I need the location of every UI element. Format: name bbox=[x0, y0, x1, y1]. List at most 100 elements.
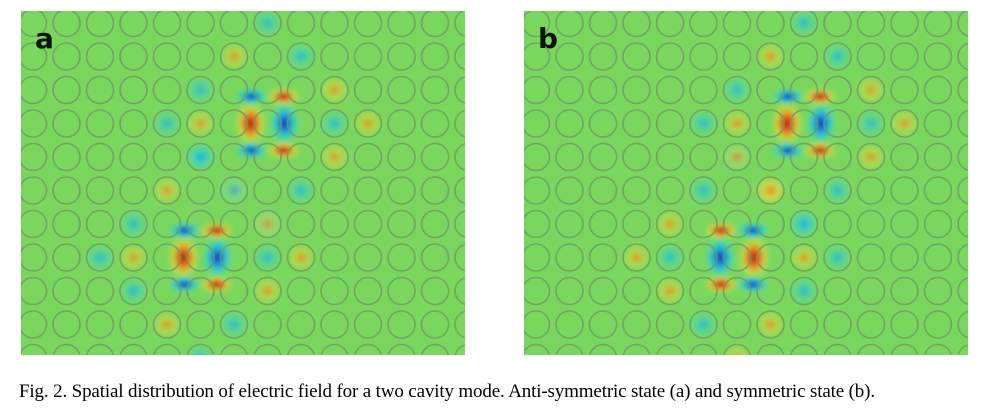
lattice-hole bbox=[524, 276, 551, 306]
lattice-hole bbox=[856, 142, 886, 172]
lattice-hole bbox=[622, 276, 651, 306]
lattice-hole bbox=[588, 11, 618, 38]
lattice-hole bbox=[286, 310, 316, 339]
lattice-hole bbox=[524, 243, 551, 272]
lattice-hole bbox=[856, 276, 886, 306]
lattice-hole bbox=[689, 142, 718, 172]
lattice-hole bbox=[320, 142, 349, 172]
lattice-hole bbox=[588, 142, 618, 172]
lattice-hole bbox=[923, 42, 953, 71]
lattice-hole bbox=[320, 109, 349, 138]
lattice-hole bbox=[253, 343, 282, 355]
lattice-hole bbox=[152, 142, 182, 172]
lattice-hole bbox=[789, 209, 819, 239]
lattice-hole bbox=[890, 209, 919, 239]
lattice-hole bbox=[655, 276, 685, 306]
lattice-hole bbox=[656, 343, 684, 355]
lattice-hole bbox=[421, 343, 449, 355]
field-lobe bbox=[268, 101, 301, 146]
lattice-hole bbox=[722, 142, 752, 172]
field-map-a bbox=[21, 11, 465, 355]
lattice-hole bbox=[689, 243, 718, 272]
lattice-hole bbox=[186, 209, 215, 239]
field-lobe bbox=[789, 11, 819, 37]
photonic-crystal-lattice bbox=[524, 11, 968, 355]
lattice-hole bbox=[622, 176, 651, 205]
lattice-hole bbox=[21, 209, 48, 239]
lattice-hole bbox=[420, 310, 450, 339]
field-lobe bbox=[319, 109, 350, 138]
lattice-hole bbox=[286, 243, 316, 272]
lattice-hole bbox=[555, 142, 584, 172]
lattice-hole bbox=[387, 243, 416, 272]
lattice-hole bbox=[524, 42, 551, 71]
lattice-hole bbox=[890, 75, 919, 105]
lattice-hole bbox=[186, 310, 215, 339]
field-lobe bbox=[286, 176, 316, 205]
lattice-hole bbox=[219, 176, 249, 205]
lattice-hole bbox=[119, 209, 148, 239]
lattice-hole bbox=[152, 310, 182, 339]
lattice-hole bbox=[420, 276, 450, 306]
lattice-hole bbox=[756, 343, 785, 355]
lattice-hole bbox=[823, 209, 852, 239]
lattice-hole bbox=[52, 42, 81, 71]
lattice-hole bbox=[253, 42, 282, 71]
lattice-hole bbox=[756, 109, 785, 138]
field-lobe bbox=[286, 42, 316, 71]
lattice-hole bbox=[21, 343, 47, 355]
lattice-hole bbox=[219, 209, 249, 239]
lattice-hole bbox=[622, 142, 651, 172]
field-lobe bbox=[755, 42, 786, 71]
lattice-hole bbox=[655, 176, 685, 205]
lattice-hole bbox=[454, 143, 465, 171]
lattice-hole bbox=[655, 142, 685, 172]
lattice-hole bbox=[219, 142, 249, 172]
lattice-hole bbox=[924, 343, 952, 355]
field-map-b bbox=[524, 11, 968, 355]
lattice-hole bbox=[524, 176, 551, 205]
lattice-hole bbox=[890, 42, 919, 71]
lattice-hole bbox=[856, 209, 886, 239]
lattice-hole bbox=[722, 209, 752, 239]
lattice-hole bbox=[823, 142, 852, 172]
lattice-hole bbox=[420, 142, 450, 172]
field-lobe bbox=[252, 243, 283, 272]
lattice-hole bbox=[320, 310, 349, 339]
lattice-hole bbox=[524, 209, 551, 239]
lattice-hole bbox=[856, 176, 886, 205]
lattice-hole bbox=[957, 176, 968, 205]
lattice-hole bbox=[253, 276, 282, 306]
lattice-hole bbox=[622, 209, 651, 239]
lattice-hole bbox=[823, 11, 852, 38]
lattice-hole bbox=[957, 210, 968, 238]
lattice-hole bbox=[655, 243, 685, 272]
lattice-hole bbox=[622, 109, 651, 138]
lattice-hole bbox=[119, 42, 148, 71]
lattice-hole bbox=[823, 243, 852, 272]
lattice-hole bbox=[689, 109, 718, 138]
lattice-hole bbox=[722, 276, 752, 306]
lattice-hole bbox=[387, 142, 416, 172]
lattice-hole bbox=[454, 210, 465, 238]
lattice-hole bbox=[622, 310, 651, 339]
lattice-hole bbox=[622, 11, 651, 38]
lattice-hole bbox=[454, 76, 465, 104]
lattice-hole bbox=[923, 109, 953, 138]
lattice-hole bbox=[789, 142, 819, 172]
lattice-hole bbox=[890, 343, 919, 355]
lattice-hole bbox=[588, 42, 618, 71]
lattice-hole bbox=[923, 75, 953, 105]
lattice-hole bbox=[353, 142, 383, 172]
lattice-hole bbox=[286, 11, 316, 38]
lattice-hole bbox=[890, 176, 919, 205]
lattice-hole bbox=[320, 243, 349, 272]
lattice-hole bbox=[420, 176, 450, 205]
lattice-hole bbox=[655, 310, 685, 339]
field-lobe bbox=[286, 243, 316, 272]
lattice-hole bbox=[722, 42, 752, 71]
lattice-hole bbox=[21, 75, 48, 105]
lattice-hole bbox=[655, 11, 685, 38]
lattice-hole bbox=[689, 310, 718, 339]
lattice-hole bbox=[21, 310, 48, 339]
